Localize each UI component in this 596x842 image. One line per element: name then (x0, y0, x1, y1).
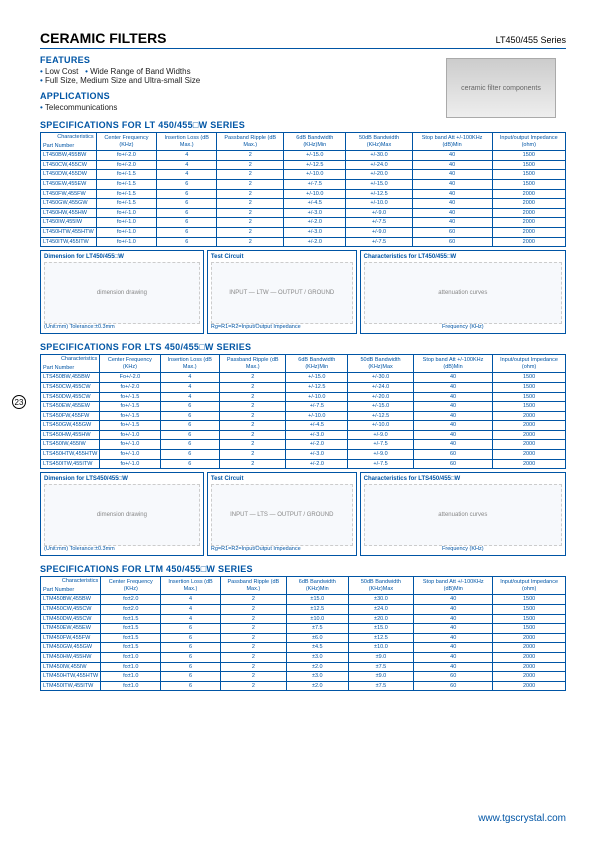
test-note: Rg=R1=R2=Input/Output Impedance (211, 324, 353, 330)
lts-spec-title: SPECIFICATIONS FOR LTS 450/455□W SERIES (40, 342, 566, 352)
page-title: CERAMIC FILTERS (40, 30, 167, 46)
lt-spec-title: SPECIFICATIONS FOR LT 450/455□W SERIES (40, 120, 566, 130)
lt-dimension-diagram: dimension drawing (44, 262, 200, 324)
char-xlabel: Frequency (KHz) (364, 546, 562, 552)
lt-test-circuit: INPUT — LTW — OUTPUT / GROUND (211, 262, 353, 324)
footer-url: www.tgscrystal.com (478, 813, 566, 824)
lts-test-title: Test Circuit (211, 476, 353, 482)
ltm-spec-table: CharacteristicsCenter Frequency (KHz)Ins… (40, 576, 566, 691)
lt-spec-table: CharacteristicsCenter Frequency (KHz)Ins… (40, 132, 566, 247)
lts-test-circuit: INPUT — LTS — OUTPUT / GROUND (211, 484, 353, 546)
lt-dim-title: Dimension for LT450/455□W (44, 254, 200, 260)
product-image: ceramic filter components (446, 58, 556, 118)
feature-item: Low Cost (40, 67, 78, 76)
dim-note: (Unit:mm) Tolerance:±0.3mm (44, 324, 200, 330)
test-note: Rg=R1=R2=Input/Output Impedance (211, 546, 353, 552)
lt-char-graphs: attenuation curves (364, 262, 562, 324)
dim-note: (Unit:mm) Tolerance:±0.3mm (44, 546, 200, 552)
application-item: Telecommunications (40, 103, 117, 112)
lts-dimension-diagram: dimension drawing (44, 484, 200, 546)
page-number: 23 (12, 395, 26, 409)
lts-char-title: Characteristics for LTS450/455□W (364, 476, 562, 482)
series-label: LT450/455 Series (496, 35, 566, 45)
lt-test-title: Test Circuit (211, 254, 353, 260)
feature-item: Full Size, Medium Size and Ultra-small S… (40, 76, 200, 85)
feature-item: Wide Range of Band Widths (85, 67, 191, 76)
lt-char-title: Characteristics for LT450/455□W (364, 254, 562, 260)
ltm-spec-title: SPECIFICATIONS FOR LTM 450/455□W SERIES (40, 564, 566, 574)
char-xlabel: Frequency (KHz) (364, 324, 562, 330)
lts-spec-table: CharacteristicsCenter Frequency (KHz)Ins… (40, 354, 566, 469)
lts-char-graphs: attenuation curves (364, 484, 562, 546)
lts-dim-title: Dimension for LTS450/455□W (44, 476, 200, 482)
